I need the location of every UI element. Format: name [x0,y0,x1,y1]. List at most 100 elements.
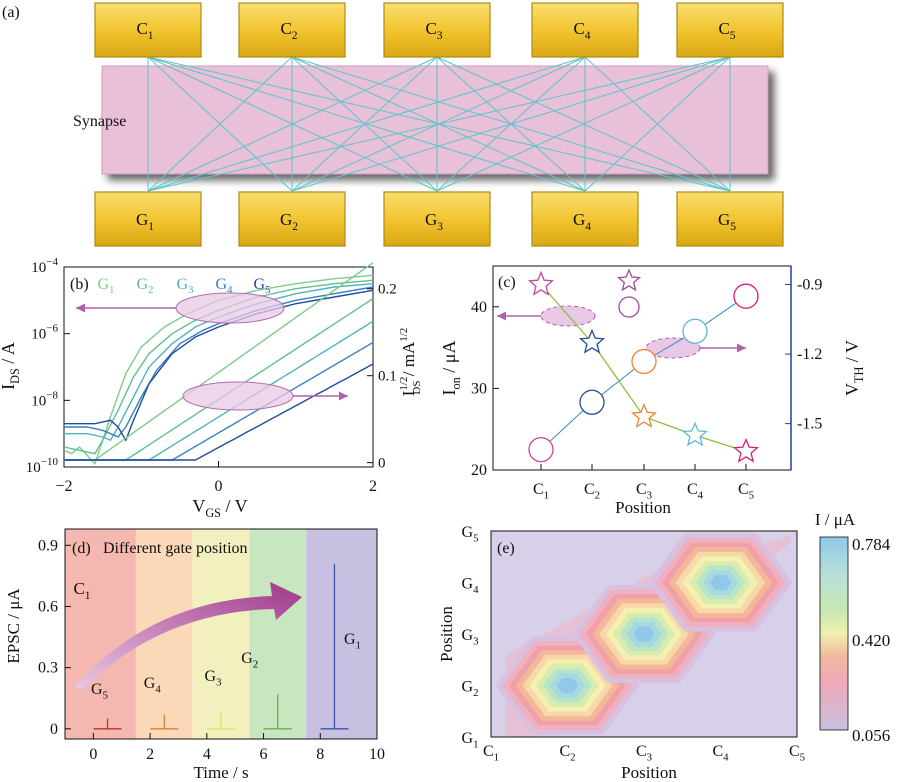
pulse-label-g3: G3 [205,668,223,688]
c-xtick-label-1-sub: 2 [595,489,600,501]
ion-point-c2 [579,389,605,415]
e-ytick-label-3-main: G [462,576,474,593]
pulse-label-g4: G4 [144,675,162,695]
d-xtick-label-0: 0 [89,746,97,763]
wire-c5-g4 [584,56,731,192]
panel-c-series [527,268,760,463]
d-ytick-label-2: 0.6 [38,598,58,615]
electrode-c2-label-sub: 2 [292,29,298,42]
b-ytick-base-3: 10 [26,460,41,476]
b-y2label-sup: 1/2 [398,377,410,391]
electrode-c2-label-main: C [280,19,291,38]
e-ytick-label-2-main: G [462,627,474,644]
b-ytick-base-2: 10 [31,393,46,409]
e-ytick-label-0: G1 [462,730,479,750]
pulse-label-g2-sub: 2 [253,658,258,670]
d-ytick-label-1: 0.3 [38,660,58,677]
b-y2label: I1/2DS / mA1/2 [398,328,423,397]
b-ylabel: IDS / A [0,342,22,390]
d-xlabel: Time / s [193,763,248,782]
vth-point-c2 [578,328,606,354]
e-xlabel: Position [621,763,677,782]
legend-g1-sub: 1 [109,284,115,296]
panel-e-heatmap: (e) C1 C2 C3 C4 C5G1G2G3G4G5PositionPosition… [437,510,891,782]
e-ytick-label-0-sub: 1 [473,738,478,750]
e-xtick-label-3-main: C [712,743,723,760]
panel-b-transfer-curves: −2 0 210−410−610−810−10 00.10.2 (b) G1 G2 G3 G… [0,256,423,520]
panel-a: (a) Synapse C1 C2 C3 C4 C5 G1 G2 G3 G4 G5 [2,2,784,247]
time-band-1 [65,529,136,739]
vth-point-c5 [732,437,760,463]
e-ylabel: Position [437,606,456,662]
hotspot-2-ring-9 [633,626,655,642]
b-ylabel-sub: DS [8,368,22,384]
c-y2label-sub: TH [852,367,866,383]
electrode-c1 [94,2,202,58]
electrode-g2 [238,191,346,247]
e-ytick-label-3: G4 [462,576,480,596]
e-xtick-label-1-main: C [559,743,570,760]
b-xtick-label-0: −2 [55,478,72,495]
e-xtick-label-3-sub: 4 [723,751,729,763]
colorbar-tick-1: 0.420 [852,631,890,650]
legend-g2-sub: 2 [148,284,154,296]
c-ylabel-unit: / μA [439,341,459,378]
pulse-label-g4-main: G [144,675,156,692]
e-xtick-label-4-sub: 5 [800,751,806,763]
legend-g3-sub: 3 [188,284,194,296]
e-ytick-label-2-sub: 3 [473,635,479,647]
legend-g1: G1 [97,276,114,296]
d-xtick-label-2: 4 [203,746,211,763]
electrode-c4 [531,2,639,58]
e-xtick-label-2: C3 [636,743,653,763]
vth-point-c4 [681,421,709,447]
electrode-c4-label-main: C [573,19,584,38]
wire-c2-g1 [147,56,293,192]
c-xtick-label-2-sub: 3 [647,489,653,501]
panel-b-ticks: −2 0 210−410−610−810−10 00.10.2 [26,256,397,495]
legend-star-icon [616,268,642,292]
top-electrodes: C1 C2 C3 C4 C5 [94,2,784,58]
electrode-g3 [383,191,491,247]
pulse-label-g1: G1 [344,631,361,651]
pulse-label-g5-sub: 5 [103,689,109,701]
legend-g2: G2 [136,276,153,296]
colorbar-labels: I / μA 0.784 0.420 0.056 [815,510,891,745]
legend-g4-sub: 4 [227,284,233,296]
b-ytick-exp-2: −8 [46,389,58,401]
b-y2label-unit-sup: 1/2 [398,328,410,342]
legend-g4: G4 [215,276,233,296]
c-y2tick-label-2: -1.5 [797,416,822,433]
pulse-g4 [150,714,179,730]
electrode-g5 [676,191,784,247]
electrode-g1 [94,191,202,247]
electrode-g5-label: G5 [718,210,736,233]
d-ytick-label-0: 0 [50,721,58,738]
pulse-label-g3-main: G [205,668,217,685]
b-ylabel-unit: / A [0,342,18,368]
c-xtick-label-3: C4 [687,481,704,501]
electrode-g5-label-sub: 5 [730,220,736,233]
ion-point-c5 [733,283,759,309]
panel-e-label: (e) [497,540,515,557]
wire-c3-g2 [291,56,438,192]
electrode-c4-label: C4 [573,19,590,42]
c-y2label-main: V [842,383,862,396]
b-xlabel-unit: / V [221,496,248,516]
b-ytick-label-2: 10−8 [31,389,58,409]
wire-c5-g2 [291,56,731,192]
b-xlabel-sub: GS [205,506,221,520]
legend-g5-main: G [253,276,265,293]
c-xtick-label-2-main: C [636,481,647,498]
electrode-g3-label-main: G [425,210,437,229]
pulse-g1 [320,563,349,730]
bottom-electrodes: G1 G2 G3 G4 G5 [94,191,784,247]
vth-point-c3 [630,403,658,428]
log-curve-g5 [64,289,374,442]
log-curve-g3 [64,283,374,442]
e-xtick-label-2-sub: 3 [647,751,653,763]
legend-g5: G5 [253,276,271,296]
